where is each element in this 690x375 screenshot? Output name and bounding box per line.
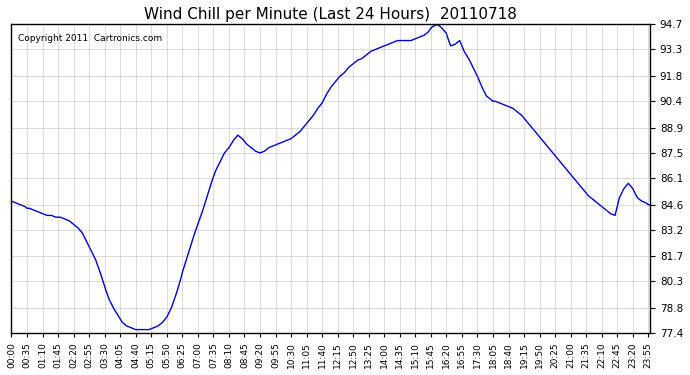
Title: Wind Chill per Minute (Last 24 Hours)  20110718: Wind Chill per Minute (Last 24 Hours) 20… [144, 7, 518, 22]
Text: Copyright 2011  Cartronics.com: Copyright 2011 Cartronics.com [18, 34, 162, 43]
